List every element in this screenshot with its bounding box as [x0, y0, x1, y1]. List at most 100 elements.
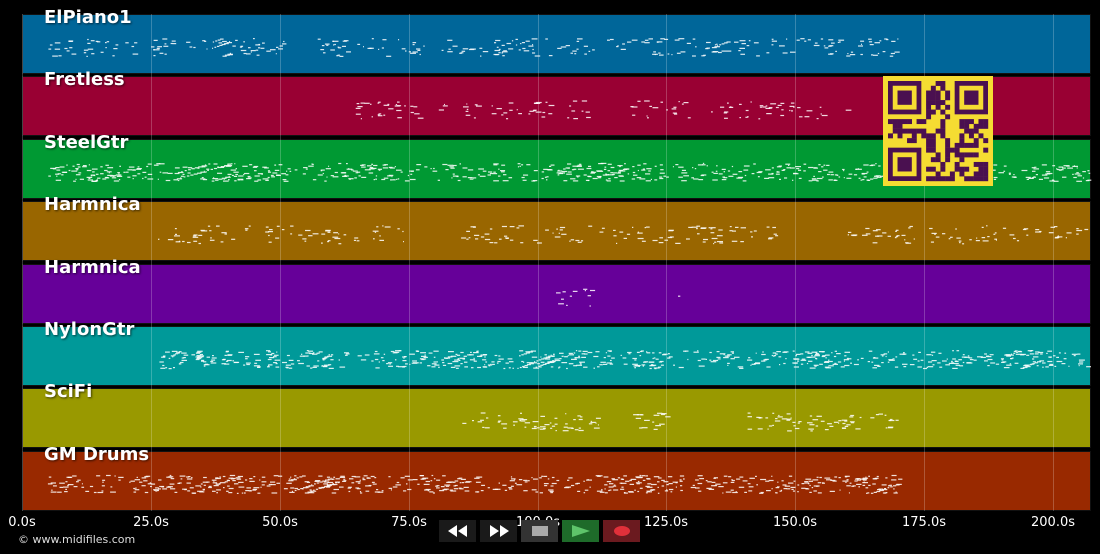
- note-mark: [958, 359, 962, 361]
- note-mark: [227, 354, 233, 356]
- note-mark: [767, 428, 769, 430]
- play-button[interactable]: [562, 520, 599, 542]
- note-mark: [526, 164, 531, 166]
- note-mark: [641, 427, 648, 429]
- note-mark: [793, 366, 799, 368]
- note-mark: [57, 491, 62, 493]
- note-mark: [590, 172, 595, 174]
- note-mark: [641, 475, 646, 477]
- note-mark: [58, 55, 62, 57]
- note-mark: [778, 165, 782, 167]
- note-mark: [371, 38, 374, 40]
- note-mark: [255, 359, 261, 361]
- note-mark: [495, 39, 501, 42]
- note-mark: [829, 360, 833, 363]
- note-mark: [1035, 174, 1038, 176]
- note-mark: [526, 352, 530, 354]
- note-mark: [565, 423, 568, 425]
- note-mark: [743, 165, 750, 167]
- note-mark: [88, 177, 91, 179]
- note-mark: [267, 176, 270, 179]
- note-mark: [501, 164, 506, 166]
- rewind-button[interactable]: [439, 520, 476, 542]
- note-mark: [534, 102, 539, 104]
- gridline: [924, 14, 925, 511]
- note-mark: [97, 177, 101, 179]
- note-mark: [199, 353, 203, 356]
- note-mark: [895, 229, 899, 231]
- note-mark: [664, 38, 669, 40]
- note-mark: [1039, 230, 1042, 233]
- note-mark: [532, 421, 539, 423]
- note-mark: [245, 358, 248, 360]
- note-mark: [808, 428, 814, 430]
- note-mark: [556, 479, 560, 482]
- note-mark: [853, 363, 859, 366]
- note-mark: [172, 43, 177, 45]
- note-mark: [697, 475, 703, 477]
- note-mark: [843, 177, 845, 179]
- note-mark: [188, 169, 191, 171]
- note-mark: [568, 477, 573, 479]
- note-mark: [846, 55, 851, 57]
- note-mark: [232, 360, 234, 362]
- track-lane[interactable]: [22, 264, 1091, 324]
- note-mark: [632, 114, 636, 116]
- note-mark: [545, 229, 549, 231]
- note-mark: [563, 180, 568, 182]
- note-mark: [580, 416, 583, 418]
- note-mark: [558, 367, 560, 369]
- note-mark: [491, 361, 495, 363]
- note-mark: [764, 177, 770, 179]
- note-mark: [622, 357, 627, 359]
- note-mark: [326, 176, 328, 178]
- note-mark: [660, 360, 664, 363]
- note-mark: [509, 226, 515, 228]
- note-mark: [170, 478, 175, 480]
- note-mark: [63, 486, 69, 488]
- note-mark: [72, 475, 77, 477]
- time-tick-label: 150.0s: [773, 515, 817, 530]
- note-mark: [169, 474, 172, 477]
- note-mark: [587, 179, 589, 182]
- note-mark: [795, 166, 801, 168]
- note-mark: [849, 482, 852, 484]
- note-mark: [1047, 172, 1053, 175]
- note-mark: [159, 52, 164, 54]
- note-mark: [866, 492, 868, 494]
- note-mark: [841, 419, 848, 421]
- record-button[interactable]: [603, 520, 640, 542]
- note-mark: [718, 229, 723, 231]
- note-mark: [260, 47, 265, 49]
- note-mark: [678, 101, 680, 103]
- note-mark: [559, 226, 566, 229]
- note-mark: [632, 226, 634, 228]
- note-mark: [811, 354, 813, 357]
- note-mark: [416, 350, 420, 352]
- note-mark: [123, 171, 126, 173]
- fast-forward-button[interactable]: [480, 520, 517, 542]
- note-mark: [579, 363, 582, 365]
- note-mark: [721, 179, 727, 181]
- track-lane[interactable]: [22, 201, 1091, 261]
- note-mark: [717, 241, 723, 243]
- note-mark: [573, 419, 576, 421]
- note-mark: [633, 414, 640, 416]
- note-mark: [593, 367, 595, 369]
- note-mark: [663, 175, 666, 177]
- note-mark: [246, 53, 251, 55]
- track-lane[interactable]: [22, 14, 1091, 74]
- note-mark: [287, 168, 291, 170]
- note-mark: [588, 165, 592, 167]
- stop-button[interactable]: [521, 520, 558, 542]
- note-mark: [476, 476, 483, 478]
- note-mark: [586, 167, 592, 170]
- note-mark: [541, 358, 545, 360]
- note-mark: [328, 354, 330, 356]
- note-mark: [212, 47, 214, 49]
- note-mark: [801, 487, 806, 489]
- note-mark: [312, 366, 317, 368]
- note-mark: [793, 106, 795, 108]
- note-mark: [105, 164, 109, 166]
- note-mark: [775, 492, 778, 494]
